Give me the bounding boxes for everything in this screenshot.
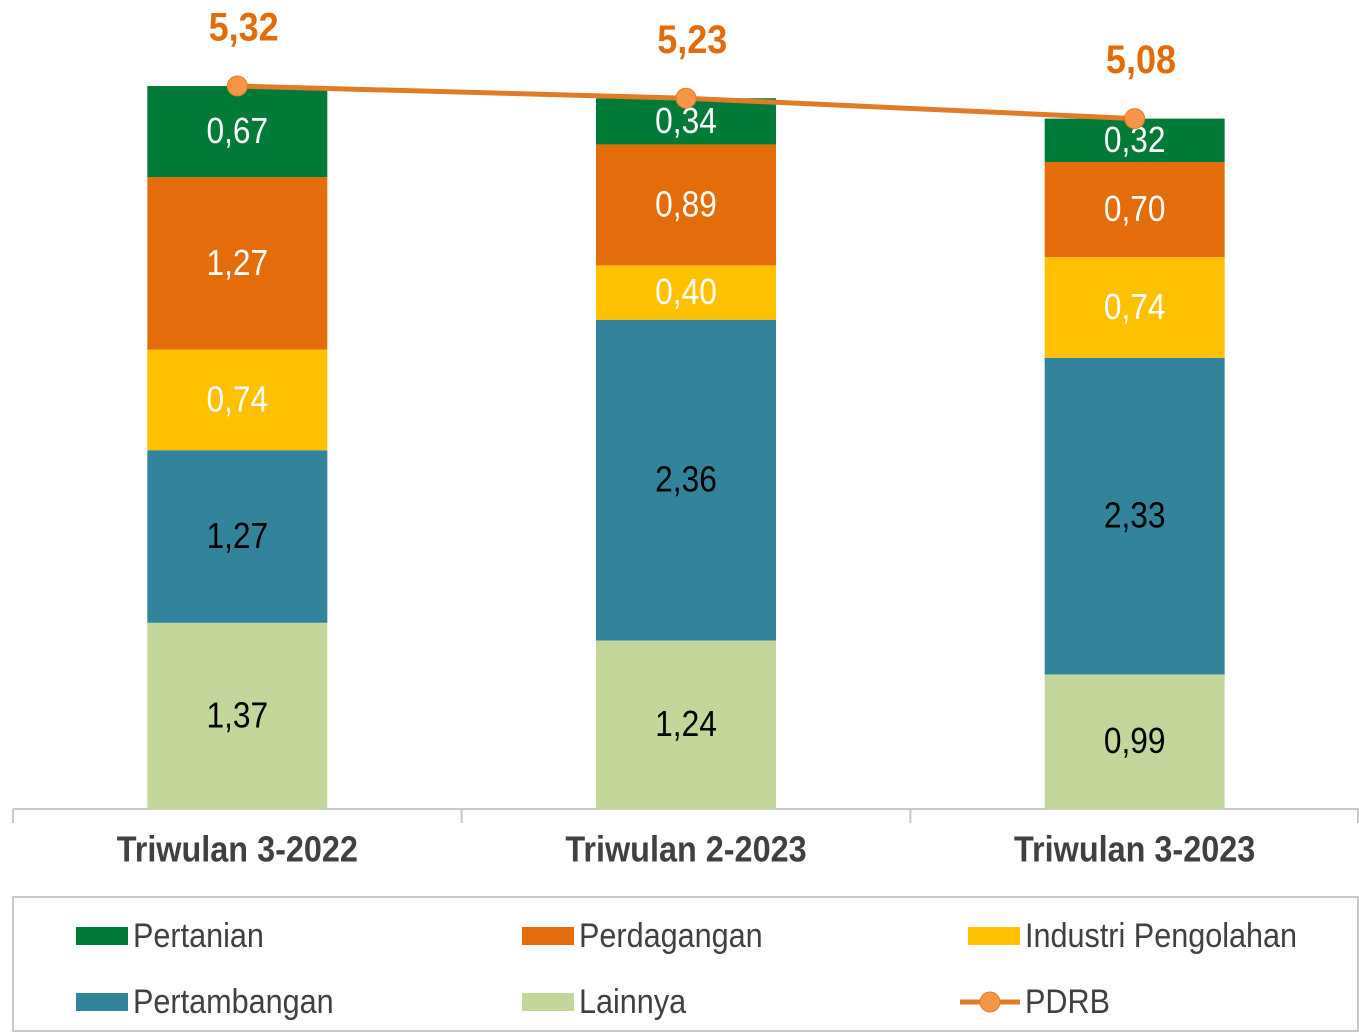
line-marker bbox=[675, 87, 697, 109]
data-label: 2,36 bbox=[655, 460, 717, 500]
data-label: 0,67 bbox=[207, 111, 269, 151]
legend-label: Lainnya bbox=[579, 983, 686, 1021]
data-label: 2,33 bbox=[1104, 496, 1166, 536]
legend-label: Pertanian bbox=[133, 917, 264, 955]
data-label: 0,99 bbox=[1104, 721, 1166, 761]
bar-segment bbox=[596, 319, 776, 641]
legend-label: Pertambangan bbox=[133, 983, 334, 1021]
data-label: 1,24 bbox=[655, 704, 717, 744]
data-label: 1,27 bbox=[207, 516, 269, 556]
bar-segment bbox=[596, 144, 776, 266]
bar-segment bbox=[596, 640, 776, 809]
line-label: 5,23 bbox=[657, 18, 727, 62]
bar-segment bbox=[596, 265, 776, 320]
x-tick-label: Triwulan 2-2023 bbox=[565, 830, 806, 870]
bar-segment bbox=[1044, 162, 1225, 258]
bar-segment bbox=[147, 349, 328, 451]
data-label: 0,74 bbox=[1104, 287, 1166, 327]
legend-label: Perdagangan bbox=[579, 917, 763, 955]
legend-swatch bbox=[76, 993, 128, 1011]
line-label: 5,32 bbox=[209, 6, 279, 50]
bar-segment bbox=[147, 177, 328, 350]
data-label: 0,89 bbox=[655, 185, 717, 225]
bar-segment bbox=[147, 86, 328, 178]
data-label: 0,70 bbox=[1104, 189, 1166, 229]
legend-swatch-marker bbox=[979, 991, 1001, 1013]
data-label: 1,37 bbox=[207, 696, 269, 736]
legend-swatch bbox=[522, 993, 574, 1011]
bar-segment bbox=[1044, 674, 1225, 809]
x-tick-label: Triwulan 3-2022 bbox=[117, 830, 358, 870]
data-label: 0,40 bbox=[655, 272, 717, 312]
legend-swatch bbox=[76, 927, 128, 945]
legend-swatch bbox=[968, 927, 1020, 945]
data-label: 0,74 bbox=[207, 380, 269, 420]
bar-segment bbox=[147, 622, 328, 809]
data-label: 1,27 bbox=[207, 243, 269, 283]
x-tick-label: Triwulan 3-2023 bbox=[1014, 830, 1255, 870]
legend-box bbox=[12, 896, 1359, 1032]
line-marker bbox=[1124, 108, 1146, 130]
line-marker bbox=[226, 75, 248, 97]
bar-segment bbox=[147, 450, 328, 623]
bar-segment bbox=[1044, 357, 1225, 675]
legend-swatch bbox=[522, 927, 574, 945]
line-label: 5,08 bbox=[1106, 38, 1176, 82]
bar-segment bbox=[1044, 257, 1225, 358]
legend-label: PDRB bbox=[1025, 983, 1110, 1021]
legend-label: Industri Pengolahan bbox=[1025, 917, 1297, 955]
